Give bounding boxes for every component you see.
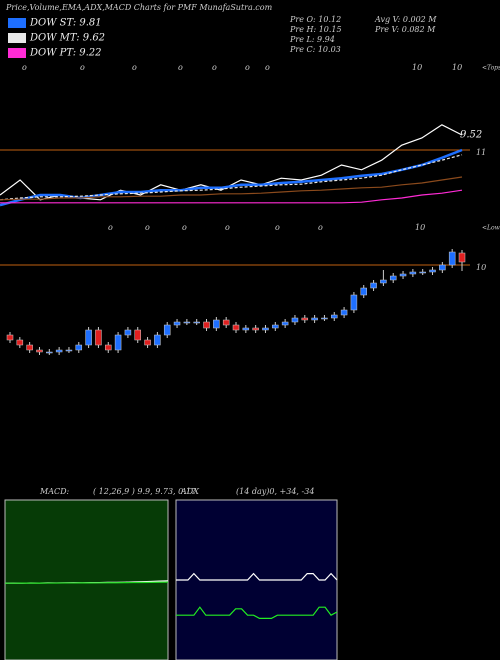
marker: 10 — [412, 63, 422, 72]
candle-body — [26, 344, 33, 351]
candle-body — [409, 271, 417, 275]
candle-body — [173, 321, 181, 326]
candle-body — [340, 309, 348, 316]
marker: o — [275, 223, 280, 232]
marker: o — [182, 223, 187, 232]
annotation: 9.52 — [460, 130, 482, 141]
panel-title: MACD: — [39, 487, 70, 496]
marker: o — [80, 63, 85, 72]
y-tick-label: 10 — [476, 263, 486, 272]
panel — [4, 499, 169, 660]
candle-body — [114, 334, 122, 351]
series-line — [5, 581, 169, 584]
series-line — [176, 572, 338, 581]
candle-body — [360, 287, 367, 296]
stat: Pre C: 10.03 — [289, 45, 341, 54]
marker: o — [318, 223, 323, 232]
candle-body — [232, 324, 240, 331]
candle-body — [439, 264, 446, 271]
candle-body — [6, 334, 14, 341]
legend-entry: DOW ST: 9.81 — [29, 18, 102, 29]
candle-body — [331, 314, 338, 319]
candle-body — [85, 329, 92, 346]
candle-body — [124, 329, 132, 336]
legend-swatch — [8, 18, 26, 28]
candle-body — [370, 282, 377, 289]
candle-body — [291, 317, 299, 323]
candle-body — [154, 334, 161, 346]
candle-body — [252, 327, 259, 331]
chart-title: Price,Volume,EMA,ADX,MACD Charts for PMF… — [5, 3, 273, 12]
stat: Pre H: 10.15 — [289, 25, 342, 34]
y-tick-label: 11 — [476, 148, 486, 157]
candle-body — [399, 273, 407, 277]
marker: o — [178, 63, 183, 72]
series-line — [176, 606, 338, 619]
series-line — [0, 154, 463, 201]
candle-body — [95, 329, 102, 346]
candle-body — [183, 321, 191, 324]
marker: o — [212, 63, 217, 72]
candle-body — [55, 349, 63, 353]
legend-entry: DOW MT: 9.62 — [29, 33, 105, 44]
candle-body — [458, 252, 466, 263]
marker: o — [245, 63, 250, 72]
candle-body — [105, 344, 112, 351]
candle-body — [163, 324, 171, 336]
marker: o — [145, 223, 150, 232]
candle-body — [301, 317, 309, 321]
candle-body — [242, 327, 250, 331]
candle-body — [448, 251, 456, 266]
stat: Pre O: 10.12 — [289, 15, 341, 24]
candle-body — [389, 275, 397, 281]
candle-body — [429, 269, 436, 273]
candle-body — [46, 351, 53, 354]
candle-body — [144, 339, 151, 346]
candle-body — [272, 324, 279, 329]
candle-body — [419, 271, 426, 274]
candle-body — [193, 321, 200, 324]
candle-body — [222, 319, 230, 326]
marker: 10 — [415, 223, 425, 232]
series-line — [0, 189, 463, 204]
candle-body — [311, 317, 318, 321]
candle-body — [65, 349, 73, 352]
candle-body — [321, 317, 328, 320]
marker: o — [22, 63, 27, 72]
candle-body — [16, 339, 24, 346]
candle-body — [213, 319, 220, 329]
candle-body — [134, 329, 141, 341]
candle-body — [36, 349, 43, 353]
candle-body — [203, 321, 210, 329]
legend-swatch — [8, 48, 26, 58]
marker: o — [225, 223, 230, 232]
legend-entry: DOW PT: 9.22 — [29, 48, 102, 59]
marker-note: <Tops — [482, 65, 500, 72]
panel-subtitle: (14 day)0, +34, -34 — [236, 487, 314, 496]
marker: o — [265, 63, 270, 72]
stat: Avg V: 0.002 M — [374, 15, 437, 24]
stat: Pre L: 9.94 — [289, 35, 335, 44]
marker: 10 — [452, 63, 462, 72]
marker: o — [108, 223, 113, 232]
marker: o — [132, 63, 137, 72]
candle-body — [75, 344, 83, 351]
legend-swatch — [8, 33, 26, 43]
candle-body — [350, 294, 358, 311]
series-line — [0, 176, 463, 201]
panel-subtitle: ( 12,26,9 ) 9.9, 9.73, 0.17 — [93, 487, 197, 496]
candle-body — [380, 279, 387, 284]
marker-note: <Lows — [482, 225, 500, 232]
stat: Pre V: 0.082 M — [374, 25, 436, 34]
candle-body — [281, 321, 289, 326]
series-line — [0, 148, 463, 207]
candle-body — [262, 327, 269, 331]
panel-title: ADX — [180, 487, 199, 496]
